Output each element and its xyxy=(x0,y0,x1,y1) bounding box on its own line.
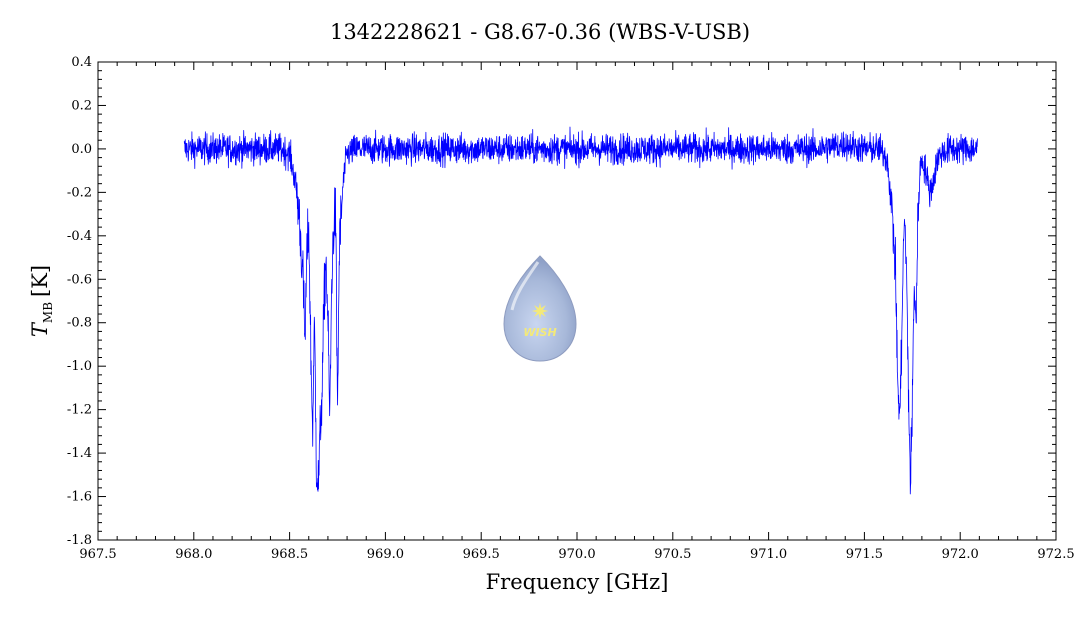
star-icon: ✷ xyxy=(531,300,549,325)
chart-title: 1342228621 - G8.67-0.36 (WBS-V-USB) xyxy=(330,20,750,44)
y-axis-label-sub: MB xyxy=(41,302,55,323)
watermark-label: WISH xyxy=(523,326,556,339)
plot-area xyxy=(97,61,1057,541)
x-tick-label: 968.0 xyxy=(175,547,212,562)
y-axis-label: TMB [K] xyxy=(28,265,55,337)
x-tick-label: 971.5 xyxy=(846,547,883,562)
y-tick-label: -0.6 xyxy=(67,272,92,287)
y-tick-label: -0.2 xyxy=(67,185,92,200)
y-tick-label: -1.2 xyxy=(67,403,92,418)
x-tick-label: 970.0 xyxy=(558,547,595,562)
x-tick-label: 970.5 xyxy=(654,547,691,562)
spectrum-line xyxy=(183,126,978,495)
y-tick-label: 0.0 xyxy=(71,142,92,157)
wish-watermark: ✷ WISH xyxy=(503,255,577,362)
y-tick-label: -1.8 xyxy=(67,533,92,548)
y-tick-label: 0.2 xyxy=(71,98,92,113)
y-tick-label: 0.4 xyxy=(71,55,92,70)
x-axis-label: Frequency [GHz] xyxy=(486,570,669,594)
y-axis-label-main: T xyxy=(28,321,52,337)
x-tick-label: 972.5 xyxy=(1037,547,1074,562)
x-tick-label: 972.0 xyxy=(942,547,979,562)
y-tick-label: -1.6 xyxy=(67,490,92,505)
x-tick-label: 969.0 xyxy=(367,547,404,562)
svg-text:TMB[K]: TMB [K] xyxy=(28,265,55,337)
y-tick-label: -0.8 xyxy=(67,316,92,331)
y-tick-label: -1.4 xyxy=(67,446,92,461)
x-tick-label: 969.5 xyxy=(463,547,500,562)
x-tick-label: 968.5 xyxy=(271,547,308,562)
droplet-icon xyxy=(503,255,577,362)
x-tick-label: 967.5 xyxy=(79,547,116,562)
y-tick-label: -0.4 xyxy=(67,229,92,244)
x-tick-label: 971.0 xyxy=(750,547,787,562)
y-tick-label: -1.0 xyxy=(67,359,92,374)
y-axis-label-unit: [K] xyxy=(28,265,52,297)
